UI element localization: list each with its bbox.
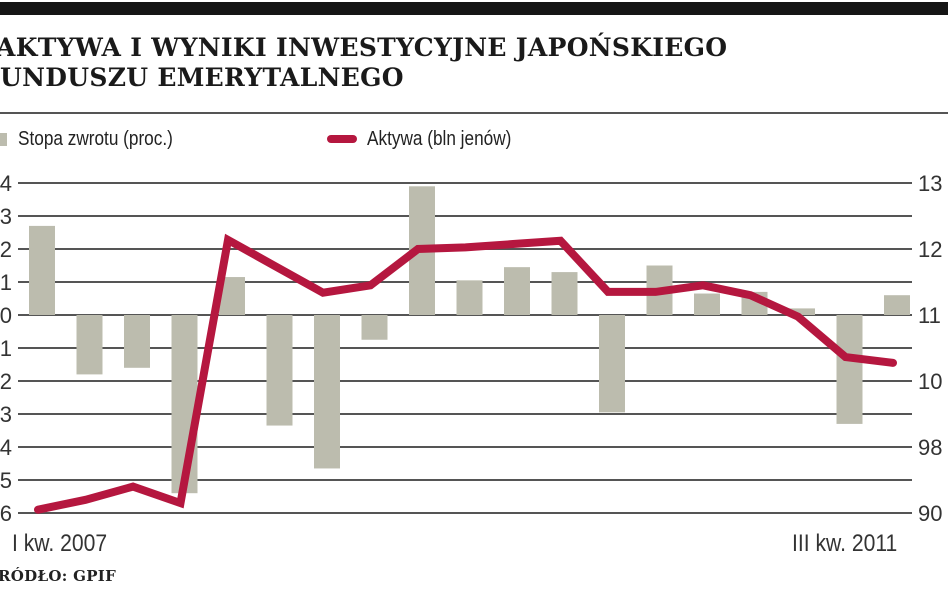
legend: Stopa zwrotu (proc.) Aktywa (bln jenów) <box>0 124 948 154</box>
right-tick-label: 10 <box>918 369 942 394</box>
legend-label-bars: Stopa zwrotu (proc.) <box>18 127 173 150</box>
legend-item-line: Aktywa (bln jenów) <box>327 124 535 154</box>
return-bar <box>551 272 578 315</box>
right-tick-label: 13 <box>918 171 942 196</box>
return-bars <box>29 186 910 494</box>
left-tick-label: 1 <box>0 270 12 295</box>
chart-title: AKTYWA I WYNIKI INWESTYCYJNE JAPOŃSKIEGO… <box>0 33 727 93</box>
return-bar <box>29 225 55 315</box>
assets-polyline <box>34 233 897 514</box>
x-label-start: I kw. 2007 <box>12 530 108 557</box>
title-separator <box>0 112 948 114</box>
left-tick-label: 4 <box>0 171 12 196</box>
left-axis-labels: 4 3 2 1 0 1 2 3 4 5 6 <box>0 171 12 526</box>
right-tick-label: 90 <box>918 501 942 526</box>
return-bar <box>361 315 388 340</box>
right-tick-label: 98 <box>918 435 942 460</box>
left-tick-label: 0 <box>0 303 12 328</box>
return-bar <box>76 315 103 375</box>
top-bar <box>0 2 948 15</box>
right-axis-labels: 13 12 11 10 98 90 <box>918 171 942 526</box>
left-tick-label: 3 <box>0 402 12 427</box>
title-line-2: UNDUSZU EMERYTALNEGO <box>0 63 404 92</box>
return-bar <box>836 315 863 424</box>
bar-swatch-icon <box>0 132 7 146</box>
return-bar <box>504 267 530 315</box>
title-line-1: AKTYWA I WYNIKI INWESTYCYJNE JAPOŃSKIEGO <box>0 33 728 62</box>
return-bar <box>456 280 483 315</box>
return-bar <box>789 308 815 315</box>
source-note: RÓDŁO: GPIF <box>0 567 117 585</box>
gridlines <box>18 182 912 514</box>
return-bar <box>266 315 293 426</box>
return-bar <box>694 293 720 315</box>
left-tick-label: 6 <box>0 501 12 526</box>
left-tick-label: 3 <box>0 204 12 229</box>
legend-item-bars: Stopa zwrotu (proc.) <box>0 124 198 154</box>
right-tick-label: 11 <box>918 303 941 328</box>
assets-line <box>34 233 897 514</box>
right-tick-label: 12 <box>918 237 942 262</box>
return-bar <box>314 315 340 469</box>
legend-label-line: Aktywa (bln jenów) <box>367 127 512 150</box>
left-tick-label: 2 <box>0 237 12 262</box>
return-bar <box>884 295 910 315</box>
left-tick-label: 5 <box>0 468 12 493</box>
x-label-end: III kw. 2011 <box>792 530 898 557</box>
left-tick-label: 1 <box>0 336 12 361</box>
return-bar <box>124 315 150 368</box>
line-swatch-icon <box>327 135 357 143</box>
return-bar <box>599 315 625 413</box>
left-tick-label: 2 <box>0 369 12 394</box>
left-tick-label: 4 <box>0 435 12 460</box>
